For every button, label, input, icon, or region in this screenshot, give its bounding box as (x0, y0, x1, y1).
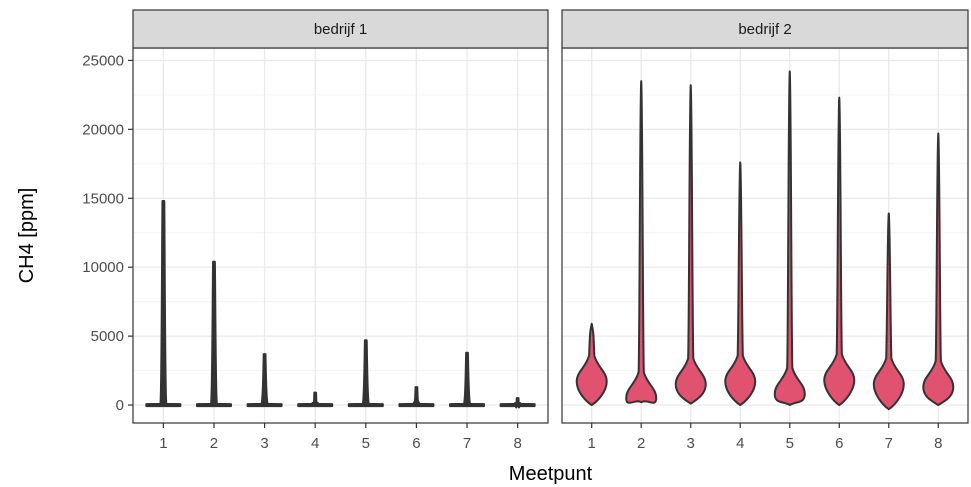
y-tick-label: 0 (116, 397, 124, 414)
panel-background (562, 48, 968, 423)
y-tick-label: 20000 (82, 121, 124, 138)
x-axis-title: Meetpunt (509, 463, 593, 485)
x-tick-label: 7 (463, 435, 471, 452)
x-tick-label: 6 (412, 435, 420, 452)
x-tick-label: 3 (260, 435, 268, 452)
y-tick-label: 25000 (82, 52, 124, 69)
x-tick-label: 3 (687, 435, 695, 452)
x-tick-label: 4 (736, 435, 744, 452)
x-tick-label: 1 (159, 435, 167, 452)
x-tick-label: 1 (588, 435, 596, 452)
panel-bedrijf-2: bedrijf 2 1 2 3 4 5 6 7 8 (562, 10, 968, 452)
x-tick-label: 7 (885, 435, 893, 452)
x-tick-label: 2 (210, 435, 218, 452)
x-tick-label: 8 (513, 435, 521, 452)
x-tick-label: 5 (362, 435, 370, 452)
x-axis: 1 2 3 4 5 6 7 8 (159, 423, 522, 452)
x-tick-label: 6 (835, 435, 843, 452)
panel-strip-label: bedrijf 2 (738, 21, 791, 38)
panel-strip-label: bedrijf 1 (314, 21, 367, 38)
y-axis-title: CH4 [ppm] (16, 188, 38, 284)
x-axis: 1 2 3 4 5 6 7 8 (588, 423, 943, 452)
x-tick-label: 5 (786, 435, 794, 452)
x-tick-label: 2 (637, 435, 645, 452)
y-tick-label: 10000 (82, 259, 124, 276)
panel-background (133, 48, 548, 423)
x-tick-label: 8 (934, 435, 942, 452)
y-axis: 0 5000 10000 15000 20000 25000 (82, 52, 133, 414)
y-tick-label: 5000 (91, 328, 124, 345)
y-tick-label: 15000 (82, 190, 124, 207)
panel-bedrijf-1: bedrijf 1 1 2 3 4 5 6 7 8 (133, 10, 548, 452)
x-tick-label: 4 (311, 435, 319, 452)
